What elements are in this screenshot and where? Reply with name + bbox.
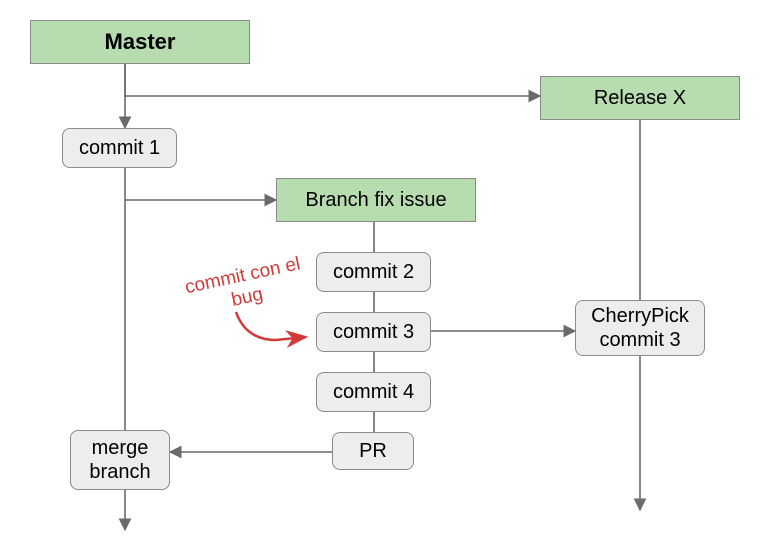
merge-branch-node: merge branch <box>70 430 170 490</box>
release-x-node: Release X <box>540 76 740 120</box>
master-label: Master <box>105 29 176 55</box>
release-x-label: Release X <box>594 86 686 110</box>
commit-2-node: commit 2 <box>316 252 431 292</box>
cherrypick-node: CherryPick commit 3 <box>575 300 705 356</box>
edge-anno-arrow <box>236 312 306 340</box>
bug-annotation: commit con el bug <box>177 252 313 322</box>
merge-label: merge branch <box>71 436 169 484</box>
bug-annotation-text: commit con el bug <box>183 253 302 310</box>
commit-3-node: commit 3 <box>316 312 431 352</box>
commit-1-label: commit 1 <box>79 136 160 160</box>
edge-master-to-release <box>125 64 540 96</box>
commit-3-label: commit 3 <box>333 320 414 344</box>
pr-label: PR <box>359 439 387 463</box>
commit-2-label: commit 2 <box>333 260 414 284</box>
cherrypick-label: CherryPick commit 3 <box>576 304 704 352</box>
commit-4-label: commit 4 <box>333 380 414 404</box>
branch-fix-label: Branch fix issue <box>305 188 446 212</box>
master-branch-node: Master <box>30 20 250 64</box>
pr-node: PR <box>332 432 414 470</box>
commit-1-node: commit 1 <box>62 128 177 168</box>
commit-4-node: commit 4 <box>316 372 431 412</box>
branch-fix-issue-node: Branch fix issue <box>276 178 476 222</box>
